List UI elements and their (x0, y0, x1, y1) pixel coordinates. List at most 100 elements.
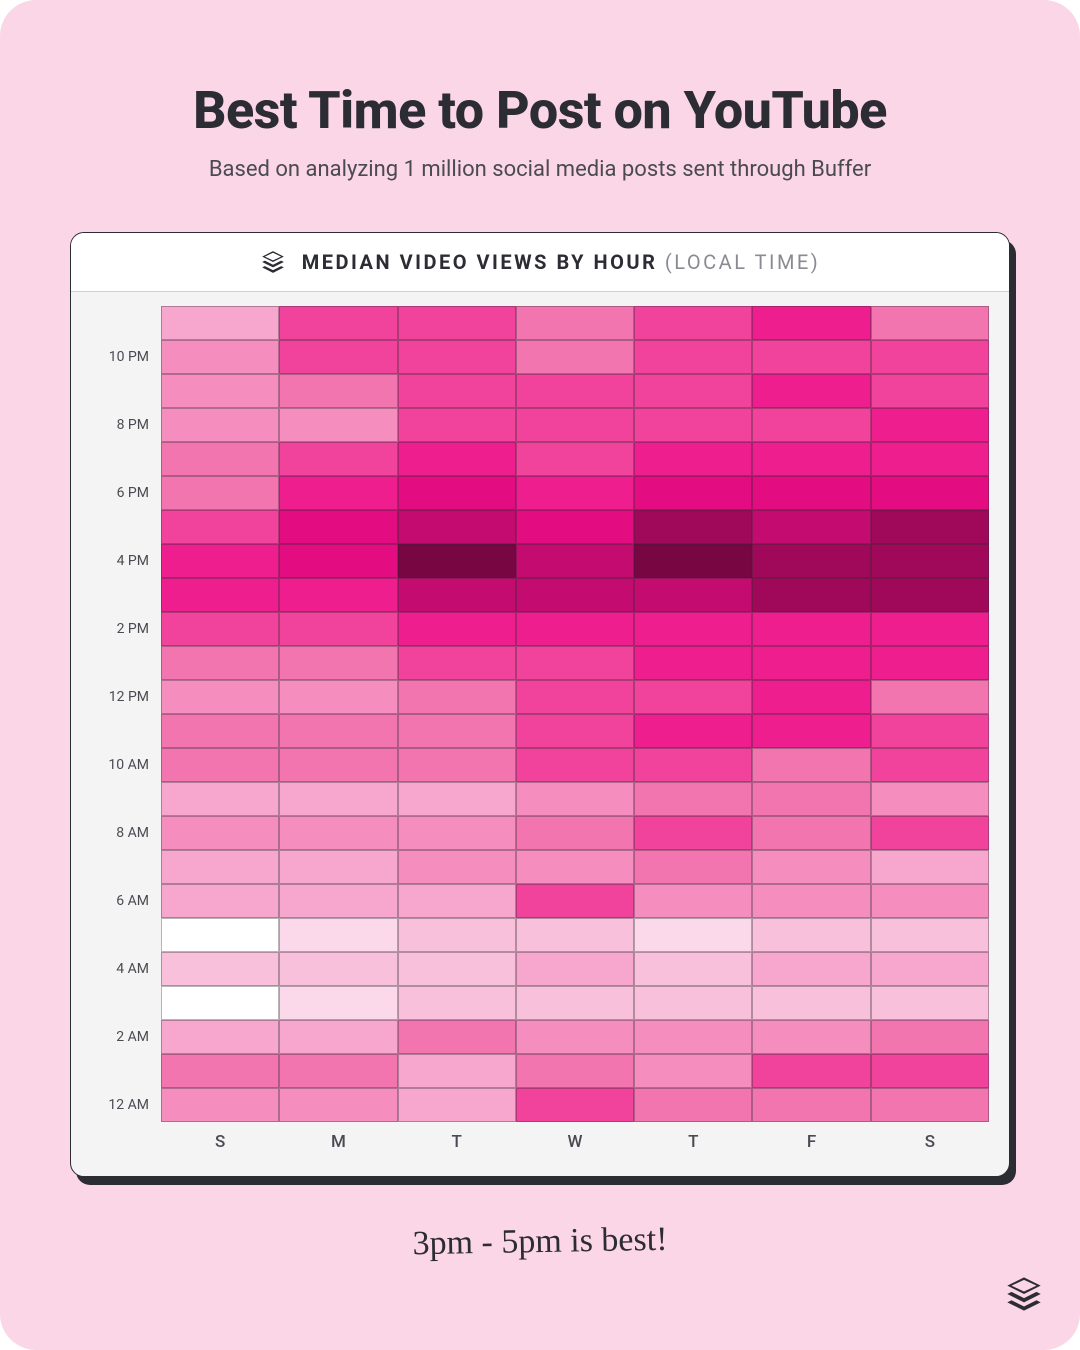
heatmap-cell (516, 884, 634, 918)
heatmap-cell (398, 578, 516, 612)
heatmap-cell (516, 544, 634, 578)
x-axis-label: T (634, 1132, 752, 1152)
heatmap-cell (398, 1088, 516, 1122)
heatmap-cell (752, 578, 870, 612)
heatmap-cell (161, 646, 279, 680)
heatmap-cell (279, 850, 397, 884)
heatmap-cell (398, 306, 516, 340)
y-axis-label: 6 PM (91, 476, 161, 510)
heatmap-cell (398, 612, 516, 646)
heatmap-title-sub: (LOCAL TIME) (665, 250, 820, 274)
heatmap-cell (752, 476, 870, 510)
heatmap-cell (516, 680, 634, 714)
heatmap-cell (752, 782, 870, 816)
heatmap-cell (279, 884, 397, 918)
heatmap-cell (871, 510, 989, 544)
heatmap-cell (398, 986, 516, 1020)
heatmap-cell (161, 884, 279, 918)
heatmap-cell (279, 408, 397, 442)
subtitle: Based on analyzing 1 million social medi… (60, 157, 1020, 182)
heatmap-cell (279, 510, 397, 544)
heatmap-cell (516, 476, 634, 510)
y-axis-label (91, 578, 161, 612)
heatmap-cell (871, 986, 989, 1020)
heatmap-cell (398, 374, 516, 408)
heatmap-cell (752, 646, 870, 680)
heatmap-cell (634, 748, 752, 782)
heatmap-cell (752, 408, 870, 442)
heatmap-cell (752, 374, 870, 408)
heatmap-cell (752, 850, 870, 884)
heatmap-cell (161, 442, 279, 476)
heatmap-cell (398, 714, 516, 748)
heatmap-grid: 10 PM8 PM6 PM4 PM2 PM12 PM10 AM8 AM6 AM4… (91, 306, 989, 1122)
heatmap-cell (516, 816, 634, 850)
y-axis-label (91, 714, 161, 748)
heatmap-cell (516, 952, 634, 986)
heatmap-cell (752, 544, 870, 578)
heatmap-cell (871, 408, 989, 442)
heatmap-cell (752, 986, 870, 1020)
heatmap-cell (161, 1020, 279, 1054)
heatmap-cell (871, 442, 989, 476)
heatmap-cell (516, 510, 634, 544)
heatmap-cell (279, 476, 397, 510)
heatmap-cell (752, 306, 870, 340)
heatmap-cell (634, 374, 752, 408)
x-axis-label: S (161, 1132, 279, 1152)
heatmap-cell (161, 578, 279, 612)
heatmap-cell (161, 816, 279, 850)
heatmap-cell (634, 306, 752, 340)
heatmap-cell (752, 884, 870, 918)
heatmap-cell (871, 714, 989, 748)
y-axis-label (91, 782, 161, 816)
heatmap-cell (516, 850, 634, 884)
heatmap-cell (752, 714, 870, 748)
heatmap-cell (398, 748, 516, 782)
heatmap-cell (279, 1088, 397, 1122)
y-axis-label: 4 AM (91, 952, 161, 986)
x-axis-label: T (398, 1132, 516, 1152)
heatmap-cell (161, 476, 279, 510)
heatmap-cell (871, 850, 989, 884)
heatmap-cell (871, 918, 989, 952)
x-axis-label: S (871, 1132, 989, 1152)
heatmap-cell (279, 680, 397, 714)
heatmap-cell (161, 714, 279, 748)
heatmap-cell (279, 986, 397, 1020)
heatmap-cell (398, 646, 516, 680)
heatmap-cell (871, 680, 989, 714)
heatmap-cell (279, 782, 397, 816)
heatmap-cell (516, 1054, 634, 1088)
heatmap-cell (516, 612, 634, 646)
heatmap-cell (279, 1054, 397, 1088)
heatmap-cell (752, 442, 870, 476)
x-axis-label: M (279, 1132, 397, 1152)
y-axis-label (91, 442, 161, 476)
buffer-corner-logo-icon (1004, 1274, 1044, 1318)
heatmap-cell (161, 680, 279, 714)
heatmap-cell (634, 918, 752, 952)
heatmap-cell (516, 306, 634, 340)
heatmap-cell (279, 374, 397, 408)
heatmap-cell (634, 1088, 752, 1122)
heatmap-cell (634, 952, 752, 986)
heatmap-cell (516, 1088, 634, 1122)
heatmap-cell (398, 782, 516, 816)
heatmap-cell (161, 408, 279, 442)
heatmap-cell (516, 714, 634, 748)
heatmap-cell (634, 850, 752, 884)
y-axis-label (91, 374, 161, 408)
heatmap-title: MEDIAN VIDEO VIEWS BY HOUR (LOCAL TIME) (302, 250, 820, 274)
heatmap-cell (516, 374, 634, 408)
heatmap-cell (871, 578, 989, 612)
heatmap-cell (398, 442, 516, 476)
y-axis-label (91, 918, 161, 952)
heatmap-cell (398, 680, 516, 714)
heatmap-cell (871, 1088, 989, 1122)
heatmap-cell (752, 1020, 870, 1054)
heatmap-cell (516, 442, 634, 476)
heatmap-cell (871, 374, 989, 408)
heatmap-cell (279, 340, 397, 374)
y-axis-label (91, 1054, 161, 1088)
